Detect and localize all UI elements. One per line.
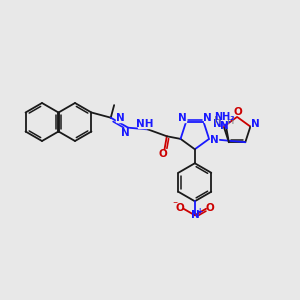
Bar (158, 150, 167, 158)
Text: N: N (191, 210, 200, 220)
Text: N: N (210, 135, 218, 145)
Bar (138, 120, 152, 128)
Text: O: O (234, 107, 242, 117)
Bar (214, 120, 222, 127)
Text: N: N (213, 118, 222, 129)
Bar (251, 120, 260, 127)
Bar (178, 115, 186, 122)
Text: O: O (206, 203, 214, 213)
Text: N: N (121, 128, 130, 138)
Bar (210, 136, 218, 143)
Text: ⁻: ⁻ (172, 200, 177, 210)
Text: N: N (203, 113, 212, 123)
Text: N: N (220, 122, 228, 131)
Bar (116, 115, 124, 122)
Text: NH₂: NH₂ (214, 112, 234, 122)
Text: N: N (116, 113, 125, 123)
Bar (121, 129, 129, 136)
Text: NH: NH (136, 119, 154, 129)
Text: H: H (227, 116, 235, 127)
Text: H: H (214, 116, 222, 127)
Text: N: N (178, 113, 186, 123)
Text: N: N (251, 118, 260, 129)
Bar (204, 115, 212, 122)
Text: O: O (175, 203, 184, 213)
Text: O: O (158, 149, 167, 159)
Text: +: + (197, 207, 203, 216)
Bar (234, 108, 243, 116)
